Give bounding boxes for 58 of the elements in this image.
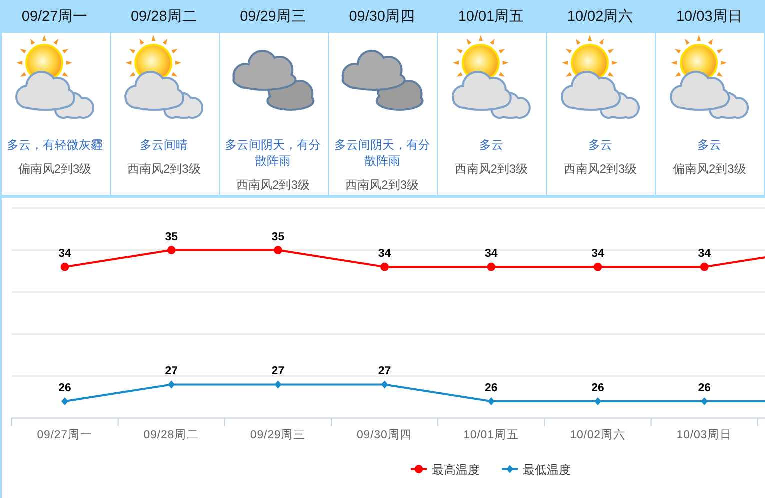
text: 偏南风2到3级 bbox=[17, 161, 93, 177]
text: 西南风2到3级 bbox=[126, 161, 202, 177]
point bbox=[62, 398, 68, 406]
data-label: 26 bbox=[592, 382, 604, 394]
x-tick-label: 10/01周五 bbox=[464, 428, 520, 442]
text: 多云 bbox=[478, 137, 504, 153]
text: 偏南风2到3级 bbox=[672, 161, 748, 177]
point bbox=[167, 246, 176, 254]
point bbox=[168, 380, 176, 389]
x-tick-label: 09/28周二 bbox=[144, 428, 200, 442]
text: 多云间晴 bbox=[139, 137, 190, 153]
text: 西南风2到3级 bbox=[344, 177, 420, 193]
text: 多云 bbox=[696, 137, 723, 153]
data-label: 35 bbox=[272, 231, 286, 244]
point bbox=[274, 380, 282, 389]
category-label: 09/28周二 bbox=[130, 9, 198, 25]
category-label: 10/02周六 bbox=[567, 9, 634, 25]
data-label: 26 bbox=[485, 382, 498, 394]
point bbox=[380, 262, 389, 272]
x-tick-label: 10/02周六 bbox=[570, 427, 626, 442]
category-label: 09/30周四 bbox=[349, 9, 416, 25]
point bbox=[274, 246, 282, 254]
data-label: 27 bbox=[165, 366, 178, 378]
category-label: 09/29周三 bbox=[240, 9, 306, 25]
data-label: 34 bbox=[378, 248, 392, 260]
x-tick-label: 09/27周一 bbox=[37, 428, 93, 442]
data-label: 34 bbox=[592, 248, 605, 260]
point bbox=[60, 262, 70, 272]
text: 西南风2到3级 bbox=[236, 177, 311, 193]
text: 西南风2到3级 bbox=[562, 161, 638, 177]
point bbox=[381, 380, 388, 389]
point bbox=[487, 262, 496, 272]
data-label: 34 bbox=[698, 248, 712, 260]
data-label: 26 bbox=[58, 382, 72, 394]
point bbox=[594, 398, 602, 406]
text: 多云 bbox=[588, 137, 614, 153]
x-tick-label: 09/30周四 bbox=[357, 428, 413, 442]
legend-label: 最高温度 bbox=[432, 462, 480, 477]
text: 西南风2到3级 bbox=[454, 161, 530, 177]
data-label: 27 bbox=[272, 366, 285, 378]
text: 多云，有轻微灰霾 bbox=[6, 137, 104, 153]
data-label: 34 bbox=[485, 248, 498, 260]
point bbox=[700, 262, 709, 272]
data-label: 34 bbox=[58, 248, 72, 260]
x-tick-label: 10/03周日 bbox=[676, 428, 732, 442]
text: 多云间阴天，有分散阵雨 bbox=[333, 137, 432, 169]
category-label: 09/27周一 bbox=[22, 9, 88, 25]
point bbox=[594, 262, 602, 272]
category-label: 10/03周日 bbox=[676, 9, 743, 25]
category-label: 10/01周五 bbox=[458, 9, 525, 25]
data-label: 27 bbox=[378, 366, 392, 378]
x-tick-label: 09/29周三 bbox=[250, 428, 306, 442]
data-label: 26 bbox=[698, 382, 711, 394]
legend-label: 最低温度 bbox=[523, 462, 571, 477]
point bbox=[701, 398, 708, 406]
data-label: 35 bbox=[165, 231, 179, 244]
point bbox=[488, 398, 495, 406]
text: 多云间阴天，有分散阵雨 bbox=[224, 137, 322, 169]
